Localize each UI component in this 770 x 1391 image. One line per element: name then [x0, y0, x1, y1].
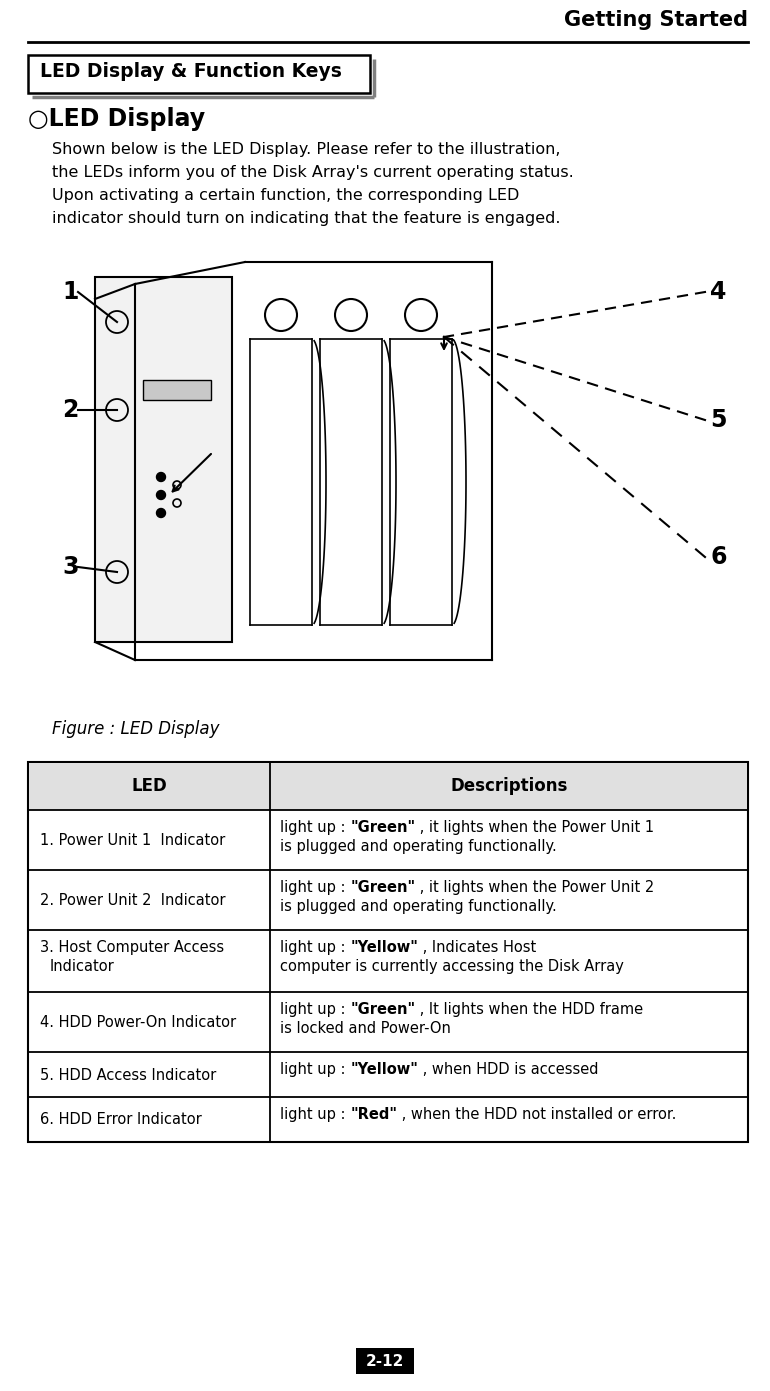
Text: 2. Power Unit 2  Indicator: 2. Power Unit 2 Indicator	[40, 893, 226, 908]
Text: 3: 3	[62, 555, 79, 579]
Text: is locked and Power-On: is locked and Power-On	[280, 1021, 451, 1036]
Text: 1: 1	[62, 280, 79, 305]
Text: the LEDs inform you of the Disk Array's current operating status.: the LEDs inform you of the Disk Array's …	[52, 166, 574, 179]
Text: Indicator: Indicator	[50, 958, 115, 974]
Bar	[95, 277, 232, 643]
Text: is plugged and operating functionally.: is plugged and operating functionally.	[280, 899, 557, 914]
Text: , it lights when the Power Unit 1: , it lights when the Power Unit 1	[415, 821, 654, 835]
Text: , Indicates Host: , Indicates Host	[418, 940, 536, 956]
Text: 3. Host Computer Access: 3. Host Computer Access	[40, 940, 224, 956]
Text: Getting Started: Getting Started	[564, 10, 748, 31]
Text: "Yellow": "Yellow"	[350, 940, 418, 956]
Text: Figure : LED Display: Figure : LED Display	[52, 721, 219, 739]
Text: "Green": "Green"	[350, 881, 415, 894]
Text: 4. HDD Power-On Indicator: 4. HDD Power-On Indicator	[40, 1015, 236, 1029]
Text: is plugged and operating functionally.: is plugged and operating functionally.	[280, 839, 557, 854]
Text: 5. HDD Access Indicator: 5. HDD Access Indicator	[40, 1067, 216, 1082]
Text: LED Display & Function Keys: LED Display & Function Keys	[40, 63, 342, 81]
Text: Upon activating a certain function, the corresponding LED: Upon activating a certain function, the …	[52, 188, 520, 203]
Text: 6: 6	[710, 545, 727, 569]
Text: indicator should turn on indicating that the feature is engaged.: indicator should turn on indicating that…	[52, 211, 561, 225]
Text: 1. Power Unit 1  Indicator: 1. Power Unit 1 Indicator	[40, 833, 226, 849]
Text: light up :: light up :	[280, 881, 350, 894]
Text: light up :: light up :	[280, 1107, 350, 1123]
Bar	[143, 380, 211, 401]
Bar	[28, 762, 748, 1142]
Text: 6. HDD Error Indicator: 6. HDD Error Indicator	[40, 1113, 202, 1128]
Text: "Yellow": "Yellow"	[350, 1061, 418, 1077]
Text: Shown below is the LED Display. Please refer to the illustration,: Shown below is the LED Display. Please r…	[52, 142, 561, 157]
Text: 2-12: 2-12	[366, 1353, 404, 1369]
Circle shape	[156, 491, 166, 499]
Text: "Red": "Red"	[350, 1107, 397, 1123]
Text: , it lights when the Power Unit 2: , it lights when the Power Unit 2	[415, 881, 654, 894]
Text: light up :: light up :	[280, 821, 350, 835]
Text: , when HDD is accessed: , when HDD is accessed	[418, 1061, 598, 1077]
Text: "Green": "Green"	[350, 1002, 415, 1017]
Text: , It lights when the HDD frame: , It lights when the HDD frame	[415, 1002, 644, 1017]
Bar	[28, 56, 370, 93]
Text: ○LED Display: ○LED Display	[28, 107, 205, 131]
Text: 2: 2	[62, 398, 79, 421]
Text: computer is currently accessing the Disk Array: computer is currently accessing the Disk…	[280, 958, 624, 974]
Text: light up :: light up :	[280, 940, 350, 956]
Circle shape	[156, 473, 166, 481]
Text: Descriptions: Descriptions	[450, 778, 567, 796]
Text: 5: 5	[710, 408, 727, 433]
Circle shape	[156, 509, 166, 517]
Text: light up :: light up :	[280, 1061, 350, 1077]
Text: , when the HDD not installed or error.: , when the HDD not installed or error.	[397, 1107, 677, 1123]
Text: 4: 4	[710, 280, 726, 305]
Text: "Green": "Green"	[350, 821, 415, 835]
Text: light up :: light up :	[280, 1002, 350, 1017]
Bar	[29, 764, 747, 810]
Text: LED: LED	[131, 778, 167, 796]
Bar	[356, 1348, 414, 1374]
